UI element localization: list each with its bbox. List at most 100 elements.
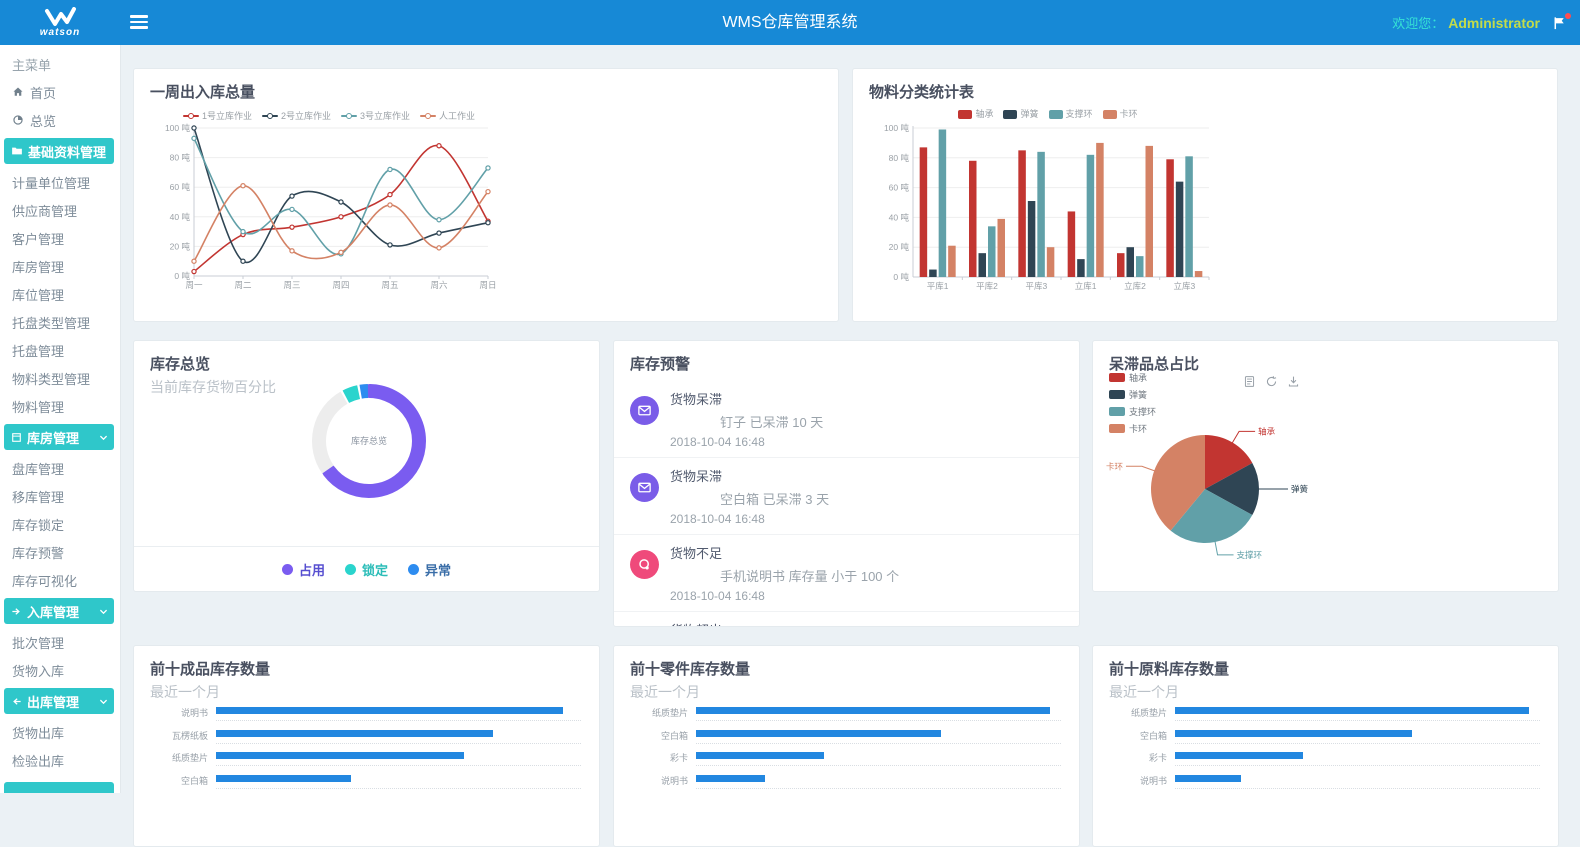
donut-segment-异常	[359, 384, 369, 399]
gridline	[1175, 742, 1540, 744]
bar	[696, 752, 824, 759]
bar	[1175, 729, 1413, 737]
legend-item[interactable]: 卡环	[1109, 422, 1156, 435]
gridline	[1175, 787, 1540, 789]
legend-item[interactable]: 支撑环	[1048, 107, 1093, 122]
sidebar-item-24[interactable]: 检验出库	[0, 746, 120, 774]
flag-icon[interactable]	[1552, 12, 1571, 31]
sidebar-group-13[interactable]: 库房管理	[4, 424, 114, 450]
logo-check-icon	[45, 7, 76, 26]
gridline	[216, 765, 581, 766]
alert-item[interactable]: 货物不足 手机说明书 库存量 小于 100 个 2018-10-04 16:48	[614, 535, 1079, 612]
sidebar-item-18[interactable]: 库存可视化	[0, 566, 120, 594]
svg-text:60 吨: 60 吨	[889, 183, 910, 193]
sidebar-item-12[interactable]: 物料管理	[0, 392, 120, 420]
legend-item[interactable]: 卡环	[1102, 107, 1138, 122]
legend-item[interactable]: 支撑环	[1109, 405, 1156, 418]
data-view-icon[interactable]	[1243, 375, 1256, 388]
bar-卡环	[1096, 142, 1104, 277]
sidebar-item-16[interactable]: 库存锁定	[0, 510, 120, 538]
bar-弹簧	[1175, 181, 1184, 277]
gridline	[216, 787, 581, 789]
pie-slice-支撑环	[1170, 489, 1253, 543]
legend-item[interactable]: 弹簧	[1109, 388, 1156, 401]
legend-item[interactable]: 轴承	[958, 107, 993, 122]
sidebar-item-label: 检验出库	[12, 753, 65, 769]
sidebar-item-9[interactable]: 托盘类型管理	[0, 308, 120, 336]
legend-item[interactable]: 人工作业	[420, 109, 475, 124]
sidebar-item-7[interactable]: 库房管理	[0, 252, 120, 280]
refresh-icon[interactable]	[1265, 375, 1278, 388]
sidebar-item-4[interactable]: 计量单位管理	[0, 168, 120, 196]
chart-legend: 轴承 弹簧 支撑环 卡环	[873, 107, 1223, 122]
svg-text:40 吨: 40 吨	[889, 212, 910, 222]
alert-title: 货物不足	[670, 546, 723, 561]
chart-legend: 1号立库作业 2号立库作业 3号立库作业 人工作业	[154, 107, 504, 122]
sidebar-item-23[interactable]: 货物出库	[0, 718, 120, 746]
sidebar-item-14[interactable]: 盘库管理	[0, 454, 120, 482]
bar-轴承	[919, 147, 928, 277]
sidebar-group-3[interactable]: 基础资料管理	[4, 138, 114, 164]
bar	[1175, 752, 1303, 759]
sidebar-item-11[interactable]: 物料类型管理	[0, 364, 120, 392]
sidebar-item-21[interactable]: 货物入库	[0, 656, 120, 684]
legend-item[interactable]: 1号立库作业	[182, 109, 252, 124]
svg-text:100 吨: 100 吨	[165, 123, 191, 133]
sidebar-group-22[interactable]: 出库管理	[4, 688, 114, 714]
sidebar-item-10[interactable]: 托盘管理	[0, 336, 120, 364]
svg-text:周五: 周五	[381, 280, 399, 290]
svg-text:80 吨: 80 吨	[889, 153, 910, 163]
bar-轴承	[1117, 253, 1125, 277]
bar-row: 说明书	[630, 771, 1063, 794]
menu-toggle-icon[interactable]	[130, 15, 148, 32]
bar-label: 纸质垫片	[171, 753, 208, 763]
bar-row: 说明书	[150, 703, 583, 726]
bar-卡环	[948, 245, 956, 277]
sidebar-item-15[interactable]: 移库管理	[0, 482, 120, 510]
sidebar-item-8[interactable]: 库位管理	[0, 280, 120, 308]
sidebar-menu: 主菜单 首页 总览 基础资料管理 计量单位管理 供应商管理 客户管理 库房管理 库位管理 托盘类型…	[0, 45, 120, 793]
alert-item[interactable]: 货物呆滞 钉子 已呆滞 10 天 2018-10-04 16:48	[614, 381, 1079, 458]
alert-item[interactable]: 货物呆滞 空白箱 已呆滞 3 天 2018-10-04 16:48	[614, 458, 1079, 535]
svg-text:弹簧: 弹簧	[1291, 484, 1309, 494]
legend-item[interactable]: 3号立库作业	[341, 109, 410, 124]
bar-label: 彩卡	[669, 753, 688, 763]
donut-segment-锁定	[342, 385, 361, 403]
svg-text:20 吨: 20 吨	[889, 242, 910, 252]
bar-支撑环	[938, 129, 947, 277]
bar	[216, 752, 465, 759]
sidebar-item-2[interactable]: 总览	[0, 106, 120, 134]
brand-name: watson	[39, 27, 81, 38]
username[interactable]: Administrator	[1448, 14, 1540, 31]
alert-type-icon	[630, 550, 659, 579]
card-title: 前十原料库存数量	[1109, 661, 1230, 678]
material-bar-chart: 轴承 弹簧 支撑环 卡环 0 吨 20 吨 40 吨 60 吨 80 吨 100 吨平库1 平库2 平…	[873, 107, 1223, 302]
bar-row: 纸质垫片	[630, 703, 1063, 726]
badge-icon	[639, 559, 649, 570]
legend-item[interactable]: 轴承	[1109, 371, 1156, 384]
download-icon[interactable]	[1287, 375, 1300, 388]
card-title: 前十零件库存数量	[630, 661, 751, 678]
legend-item[interactable]: 弹簧	[1003, 107, 1039, 122]
sidebar-item-6[interactable]: 客户管理	[0, 224, 120, 252]
sidebar-item-17[interactable]: 库存预警	[0, 538, 120, 566]
legend-item[interactable]: 2号立库作业	[261, 109, 331, 124]
sidebar-item-5[interactable]: 供应商管理	[0, 196, 120, 224]
sidebar-item-1[interactable]: 首页	[0, 78, 120, 106]
legend-item[interactable]: 占用	[281, 560, 325, 579]
sidebar-item-label: 库房管理	[12, 259, 65, 275]
mail-icon	[638, 405, 651, 416]
legend-item[interactable]: 锁定	[344, 560, 388, 579]
data-view-icon	[1244, 376, 1255, 387]
legend-item[interactable]: 异常	[408, 560, 451, 579]
sidebar-item-20[interactable]: 批次管理	[0, 628, 120, 656]
pie-slice-弹簧	[1205, 462, 1259, 516]
bar-row: 瓦楞纸板	[150, 726, 583, 749]
sidebar-group-25[interactable]	[4, 782, 114, 793]
brand-logo[interactable]: watson	[0, 0, 120, 45]
sidebar-item-label: 库存锁定	[12, 517, 65, 533]
bar-轴承	[1067, 211, 1076, 277]
sidebar-group-label: 库房管理	[27, 430, 80, 446]
sidebar-group-19[interactable]: 入库管理	[4, 598, 114, 624]
